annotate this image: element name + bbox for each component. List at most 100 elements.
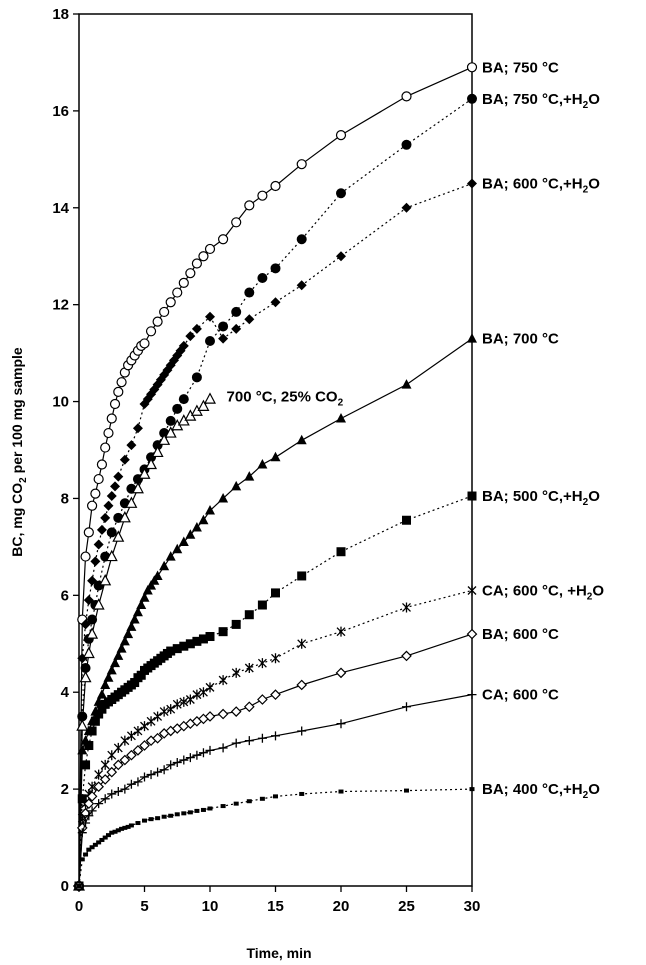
- y-tick-label: 2: [61, 781, 69, 798]
- series-line: [78, 788, 473, 887]
- data-point: [77, 711, 88, 722]
- data-point: [401, 650, 412, 662]
- data-point: [181, 811, 187, 816]
- y-tick-label: 6: [61, 587, 69, 604]
- x-tick-label: 15: [267, 898, 284, 915]
- data-point: [109, 830, 115, 835]
- series-label-subscript: 2: [587, 591, 593, 602]
- series-label-text: O: [588, 176, 600, 193]
- y-axis-title-subscript: 2: [18, 477, 29, 483]
- x-tick-label: 30: [464, 898, 481, 915]
- series-label: CA; 600 °C, +H2O: [482, 582, 604, 602]
- data-point: [103, 427, 114, 439]
- data-point: [106, 766, 118, 778]
- data-point: [118, 511, 131, 523]
- series-label-text: BA; 600 °C,+H: [482, 176, 583, 193]
- series-2: [74, 178, 477, 891]
- series-label-subscript: 2: [583, 100, 589, 111]
- data-point: [80, 663, 91, 673]
- data-point: [336, 547, 346, 557]
- data-point: [146, 770, 156, 780]
- data-point: [82, 646, 95, 659]
- data-point: [102, 835, 108, 840]
- data-point: [105, 833, 111, 838]
- series-label-subscript: 2: [583, 185, 589, 196]
- data-point: [96, 459, 108, 470]
- data-point: [174, 812, 180, 817]
- data-point: [89, 845, 95, 850]
- data-point: [205, 311, 215, 322]
- data-point: [185, 753, 195, 763]
- series-label-text: CA; 600 °C: [482, 687, 559, 704]
- data-point: [185, 268, 196, 279]
- data-point: [178, 536, 189, 547]
- data-point: [92, 598, 105, 610]
- data-point: [113, 787, 123, 797]
- x-tick-label: 0: [75, 898, 83, 915]
- data-point: [99, 774, 111, 785]
- data-point: [204, 392, 216, 404]
- data-point: [119, 754, 131, 766]
- data-point: [244, 200, 255, 211]
- data-point: [185, 694, 195, 705]
- series-label: CA; 600 °C: [482, 687, 559, 704]
- data-point: [96, 840, 102, 845]
- data-point: [198, 514, 209, 525]
- data-point: [119, 454, 130, 465]
- data-point: [187, 810, 193, 815]
- data-point: [93, 473, 104, 485]
- data-point: [77, 794, 87, 804]
- data-point: [296, 159, 307, 170]
- data-point: [296, 280, 307, 291]
- data-point: [179, 755, 189, 765]
- data-point: [110, 481, 121, 492]
- data-point: [94, 799, 104, 809]
- data-point: [145, 457, 158, 470]
- series-6: [74, 585, 477, 891]
- data-point: [198, 634, 208, 644]
- series-label-text: O: [588, 91, 600, 108]
- data-point: [119, 635, 130, 646]
- data-point: [185, 529, 196, 539]
- series-label: BA; 600 °C: [482, 626, 559, 643]
- data-point: [159, 765, 169, 775]
- data-point: [112, 530, 125, 542]
- data-point: [86, 500, 98, 511]
- data-point: [231, 480, 242, 491]
- data-point: [192, 750, 202, 760]
- series-8: [74, 690, 477, 891]
- series-label-text: BA; 700 °C: [482, 331, 559, 348]
- data-point: [100, 442, 111, 453]
- data-point: [172, 699, 182, 710]
- data-point: [132, 745, 144, 756]
- y-tick-label: 10: [52, 394, 69, 411]
- data-point: [296, 434, 307, 445]
- data-point: [142, 584, 153, 595]
- data-point: [106, 413, 117, 424]
- series-label: BA; 600 °C,+H2O: [482, 176, 600, 196]
- data-point: [297, 726, 307, 736]
- data-point: [467, 333, 477, 343]
- data-point: [191, 258, 202, 269]
- data-point: [87, 575, 98, 586]
- data-point: [166, 704, 176, 715]
- data-point: [140, 721, 149, 732]
- data-point: [100, 759, 110, 770]
- data-point: [77, 744, 88, 755]
- data-point: [178, 277, 189, 288]
- data-point: [191, 522, 202, 532]
- data-point: [336, 626, 346, 637]
- data-point: [336, 251, 346, 262]
- data-point: [467, 178, 477, 189]
- x-axis-title: Time, min: [246, 945, 311, 961]
- data-point: [401, 379, 412, 389]
- data-point: [192, 636, 202, 646]
- data-point: [244, 663, 254, 673]
- data-point: [244, 610, 254, 620]
- data-point: [148, 817, 154, 822]
- data-point: [90, 716, 100, 726]
- y-axis-title: BC, mg CO2 per 100 mg sample: [9, 347, 29, 557]
- data-point: [166, 760, 176, 770]
- y-axis-title-part: per 100 mg sample: [9, 347, 25, 477]
- data-point: [336, 188, 346, 199]
